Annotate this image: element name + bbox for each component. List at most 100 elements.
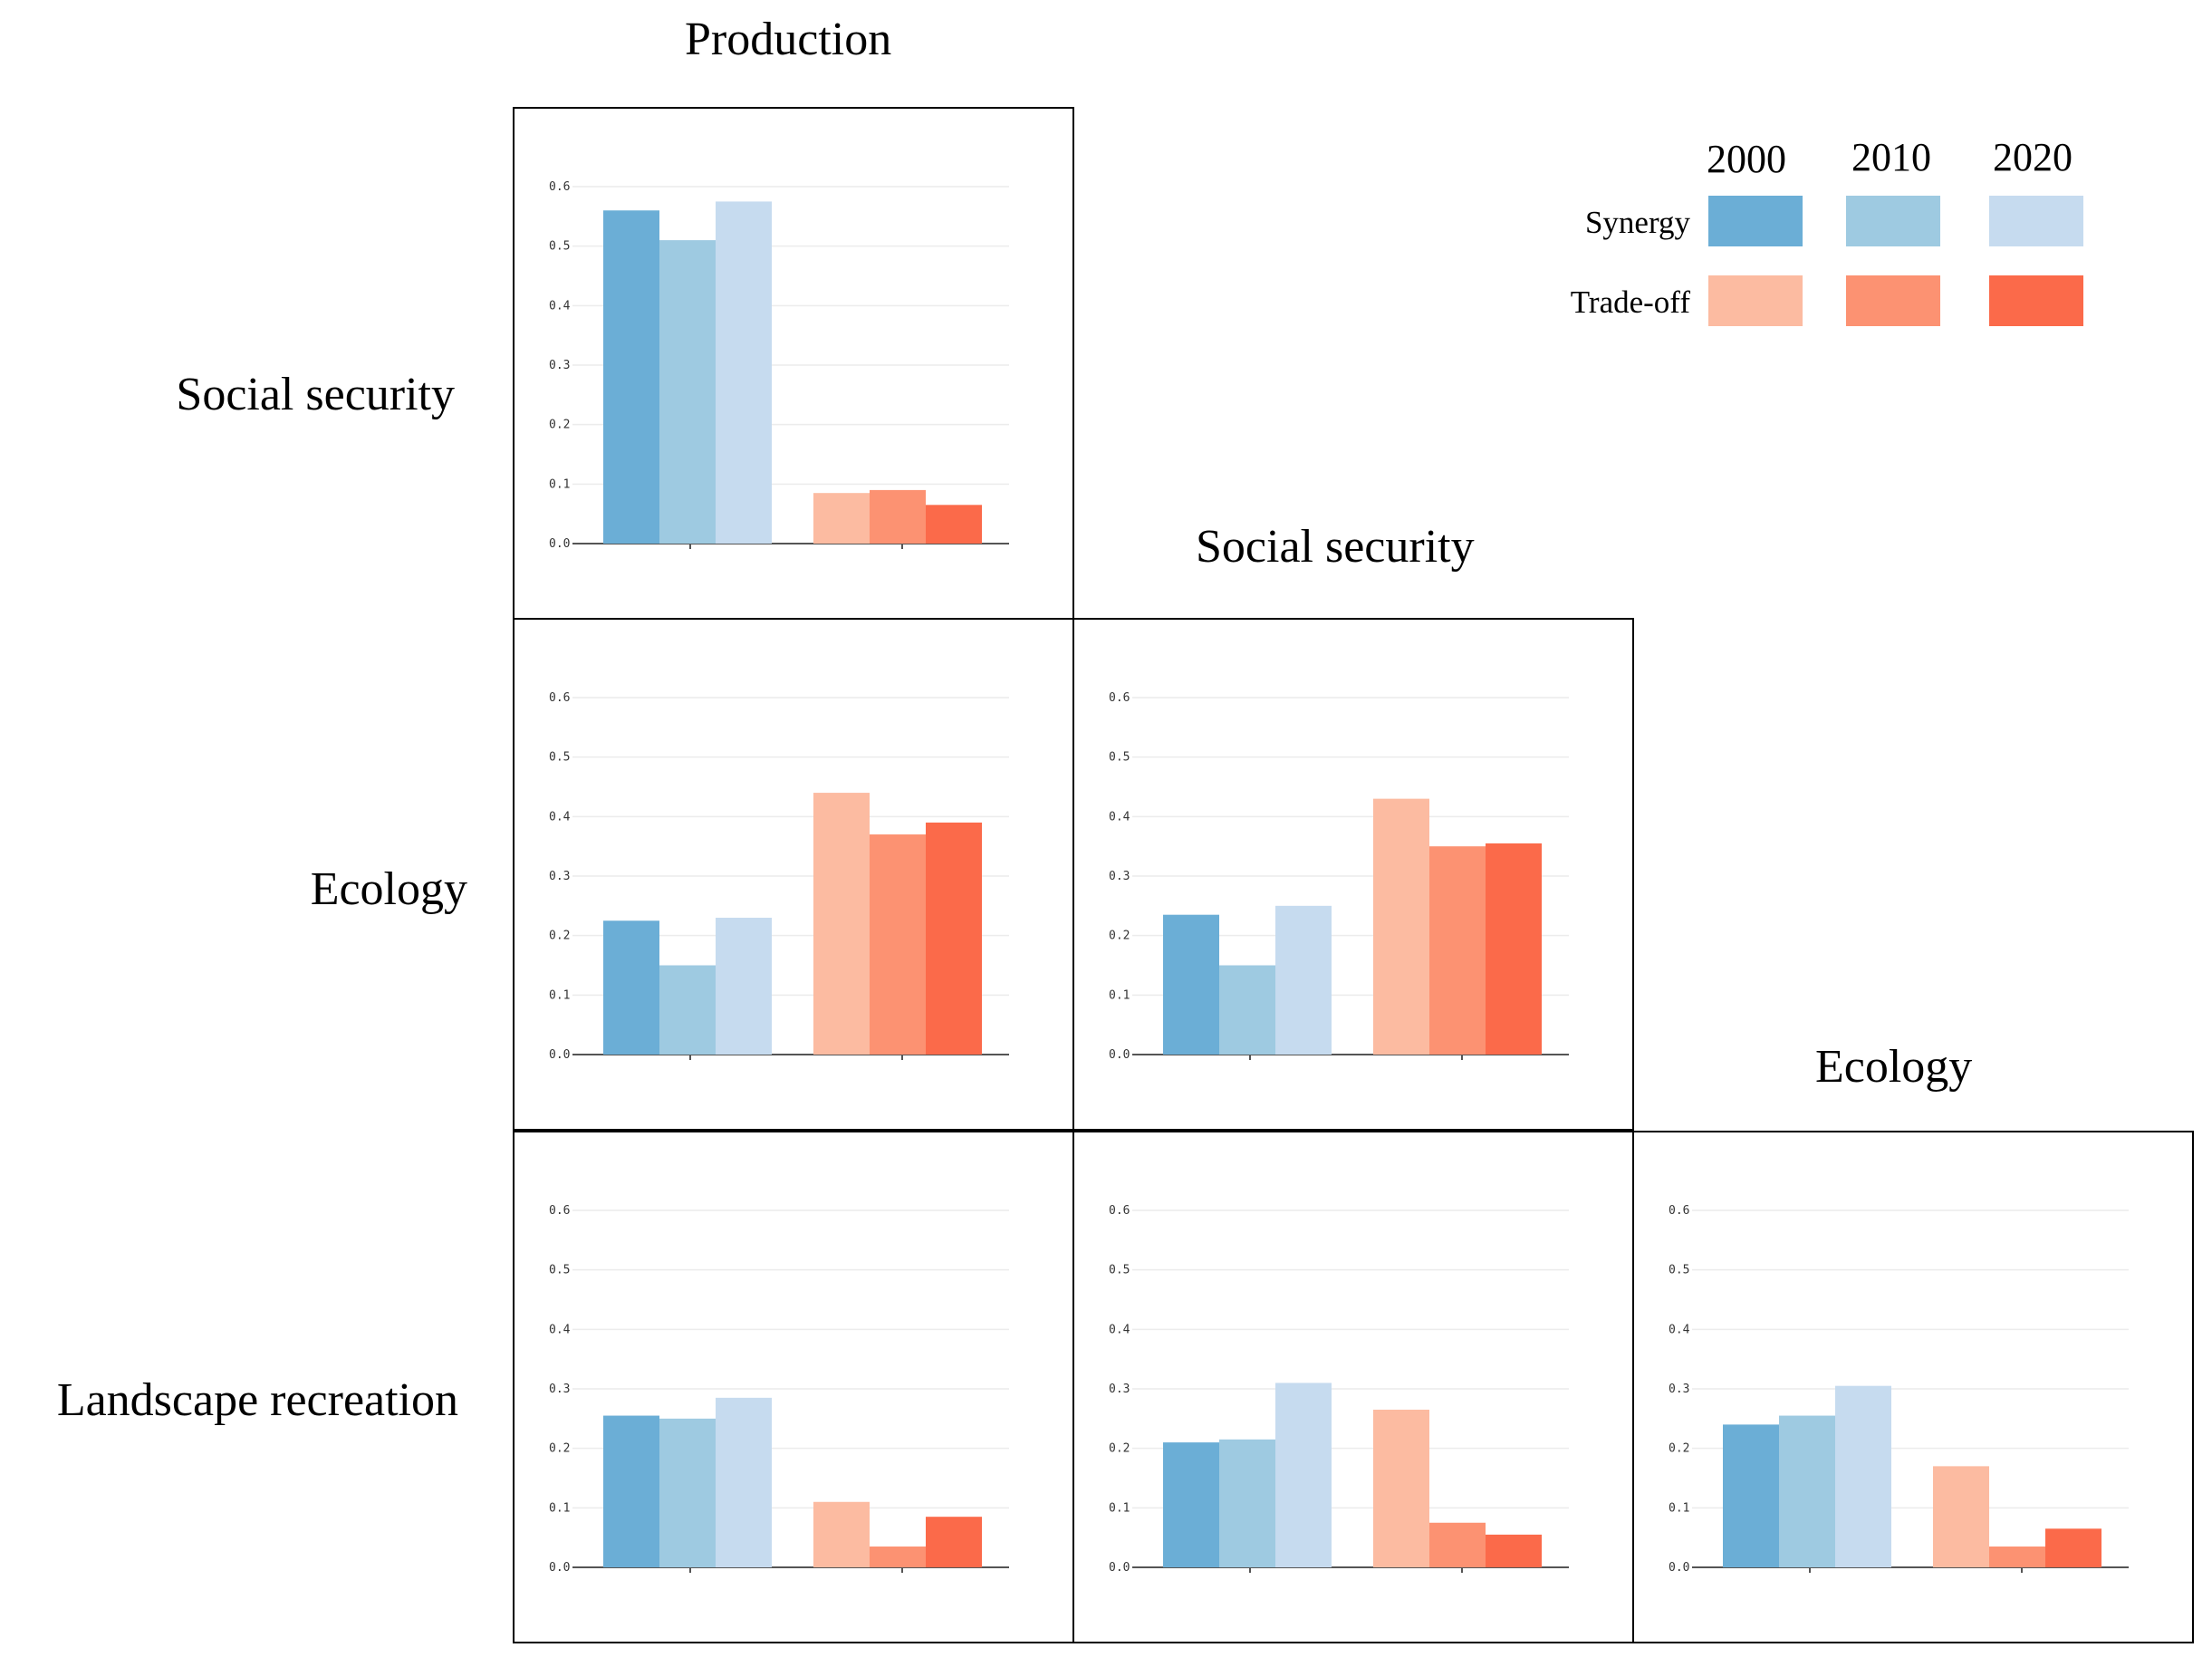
y-tick-label: 0.4 bbox=[549, 299, 571, 313]
panel-ecology-vs-production: 0.0 0.1 0.2 0.3 0.4 0.5 0.6 bbox=[513, 618, 1074, 1131]
legend-year-2000: 2000 bbox=[1707, 137, 1786, 181]
bar-synergy-2020 bbox=[716, 201, 772, 544]
bar-synergy-2000 bbox=[603, 1415, 659, 1567]
y-tick-label: 0.5 bbox=[549, 1264, 570, 1277]
y-tick-label: 0.5 bbox=[549, 240, 570, 254]
y-tick-label: 0.4 bbox=[549, 810, 571, 824]
y-tick-label: 0.1 bbox=[549, 477, 570, 491]
y-tick-label: 0.4 bbox=[549, 1323, 571, 1336]
column-title-production: Production bbox=[685, 14, 892, 65]
y-tick-label: 0.6 bbox=[549, 1204, 570, 1218]
bar-synergy-2020 bbox=[716, 917, 772, 1055]
bar-tradeoff-2020 bbox=[2045, 1528, 2101, 1567]
bar-synergy-2010 bbox=[659, 965, 716, 1055]
y-tick-label: 0.1 bbox=[549, 988, 570, 1002]
bar-tradeoff-2000 bbox=[813, 1501, 870, 1567]
row-title-social-security: Social security bbox=[176, 369, 455, 420]
y-tick-label: 0.6 bbox=[1109, 1204, 1130, 1218]
y-tick-label: 0.6 bbox=[1109, 691, 1130, 705]
y-tick-label: 0.1 bbox=[1109, 988, 1130, 1002]
legend-year-2020: 2020 bbox=[1993, 135, 2073, 179]
y-tick-label: 0.6 bbox=[1669, 1204, 1689, 1218]
y-tick-label: 0.5 bbox=[1109, 1264, 1130, 1277]
y-tick-label: 0.2 bbox=[549, 1442, 570, 1456]
y-tick-label: 0.6 bbox=[549, 691, 570, 705]
bar-synergy-2010 bbox=[1779, 1415, 1835, 1567]
bar-tradeoff-2010 bbox=[1429, 846, 1486, 1055]
bar-tradeoff-2000 bbox=[1373, 1409, 1429, 1567]
y-tick-label: 0.3 bbox=[1109, 1383, 1130, 1396]
y-tick-label: 0.4 bbox=[1109, 810, 1130, 824]
bar-synergy-2000 bbox=[603, 210, 659, 544]
legend-swatch-synergy-2010 bbox=[1846, 196, 1940, 246]
legend-swatch-synergy-2020 bbox=[1989, 196, 2083, 246]
bar-synergy-2010 bbox=[659, 240, 716, 544]
bar-tradeoff-2000 bbox=[1373, 798, 1429, 1055]
y-tick-label: 0.3 bbox=[549, 870, 570, 883]
y-tick-label: 0.5 bbox=[1669, 1264, 1689, 1277]
legend-swatch-tradeoff-2020 bbox=[1989, 275, 2083, 326]
bar-tradeoff-2020 bbox=[926, 505, 982, 544]
bar-tradeoff-2000 bbox=[813, 493, 870, 544]
y-tick-label: 0.5 bbox=[549, 751, 570, 765]
bar-tradeoff-2000 bbox=[1933, 1466, 1989, 1567]
panel-landscape-vs-ecology: 0.0 0.1 0.2 0.3 0.4 0.5 0.6 bbox=[1632, 1131, 2194, 1643]
y-tick-label: 0.5 bbox=[1109, 751, 1130, 765]
legend-swatch-tradeoff-2010 bbox=[1846, 275, 1940, 326]
column-title-social-security: Social security bbox=[1196, 521, 1475, 573]
panel-social-security-vs-production: 0.0 0.1 0.2 0.3 0.4 0.5 0.6 bbox=[513, 107, 1074, 620]
row-title-landscape-recreation: Landscape recreation bbox=[56, 1374, 458, 1426]
legend-swatch-synergy-2000 bbox=[1708, 196, 1803, 246]
bar-tradeoff-2020 bbox=[926, 822, 982, 1055]
chart-ecology-vs-social-security: 0.0 0.1 0.2 0.3 0.4 0.5 0.6 bbox=[1109, 691, 1569, 1062]
bar-synergy-2020 bbox=[1275, 905, 1332, 1055]
y-tick-label: 0.2 bbox=[1109, 930, 1130, 943]
bar-tradeoff-2010 bbox=[1989, 1547, 2045, 1567]
y-tick-label: 0.2 bbox=[1109, 1442, 1130, 1456]
chart-landscape-vs-production: 0.0 0.1 0.2 0.3 0.4 0.5 0.6 bbox=[549, 1204, 1009, 1575]
y-tick-label: 0.0 bbox=[549, 1048, 570, 1062]
bar-tradeoff-2020 bbox=[926, 1517, 982, 1567]
y-tick-label: 0.3 bbox=[549, 1383, 570, 1396]
y-tick-label: 0.0 bbox=[549, 537, 570, 551]
bar-synergy-2010 bbox=[1219, 965, 1275, 1055]
y-tick-label: 0.2 bbox=[549, 930, 570, 943]
bar-synergy-2000 bbox=[1163, 914, 1219, 1055]
y-tick-label: 0.2 bbox=[549, 419, 570, 432]
bar-tradeoff-2010 bbox=[870, 834, 926, 1055]
bar-tradeoff-2010 bbox=[1429, 1522, 1486, 1567]
legend-label-trade-off: Trade-off bbox=[1570, 284, 1690, 320]
bar-synergy-2010 bbox=[1219, 1439, 1275, 1567]
y-tick-label: 0.3 bbox=[549, 359, 570, 372]
y-tick-label: 0.0 bbox=[1669, 1561, 1689, 1575]
bar-synergy-2020 bbox=[1835, 1385, 1891, 1567]
legend-label-synergy: Synergy bbox=[1584, 205, 1690, 240]
legend-year-2010: 2010 bbox=[1851, 135, 1931, 179]
bar-synergy-2020 bbox=[1275, 1383, 1332, 1567]
bar-tradeoff-2000 bbox=[813, 793, 870, 1055]
bar-synergy-2000 bbox=[1163, 1442, 1219, 1567]
panel-landscape-vs-social-security: 0.0 0.1 0.2 0.3 0.4 0.5 0.6 bbox=[1072, 1131, 1634, 1643]
y-tick-label: 0.3 bbox=[1669, 1383, 1689, 1396]
y-tick-label: 0.2 bbox=[1669, 1442, 1689, 1456]
y-tick-label: 0.1 bbox=[1669, 1501, 1689, 1515]
y-tick-label: 0.4 bbox=[1109, 1323, 1130, 1336]
y-tick-label: 0.6 bbox=[549, 180, 570, 194]
bar-tradeoff-2010 bbox=[870, 489, 926, 544]
bar-synergy-2000 bbox=[1723, 1424, 1779, 1567]
bar-tradeoff-2010 bbox=[870, 1547, 926, 1567]
chart-landscape-vs-ecology: 0.0 0.1 0.2 0.3 0.4 0.5 0.6 bbox=[1669, 1204, 2129, 1575]
panel-ecology-vs-social-security: 0.0 0.1 0.2 0.3 0.4 0.5 0.6 bbox=[1072, 618, 1634, 1131]
y-tick-label: 0.3 bbox=[1109, 870, 1130, 883]
row-title-ecology: Ecology bbox=[310, 863, 467, 915]
bar-synergy-2000 bbox=[603, 920, 659, 1055]
bar-tradeoff-2020 bbox=[1486, 1534, 1542, 1567]
bar-tradeoff-2020 bbox=[1486, 843, 1542, 1055]
y-tick-label: 0.1 bbox=[549, 1501, 570, 1515]
chart-social-security-vs-production: 0.0 0.1 0.2 0.3 0.4 0.5 0.6 bbox=[549, 180, 1009, 551]
legend-swatch-tradeoff-2000 bbox=[1708, 275, 1803, 326]
column-title-ecology: Ecology bbox=[1815, 1041, 1973, 1093]
y-tick-label: 0.0 bbox=[549, 1561, 570, 1575]
chart-landscape-vs-social-security: 0.0 0.1 0.2 0.3 0.4 0.5 0.6 bbox=[1109, 1204, 1569, 1575]
chart-ecology-vs-production: 0.0 0.1 0.2 0.3 0.4 0.5 0.6 bbox=[549, 691, 1009, 1062]
